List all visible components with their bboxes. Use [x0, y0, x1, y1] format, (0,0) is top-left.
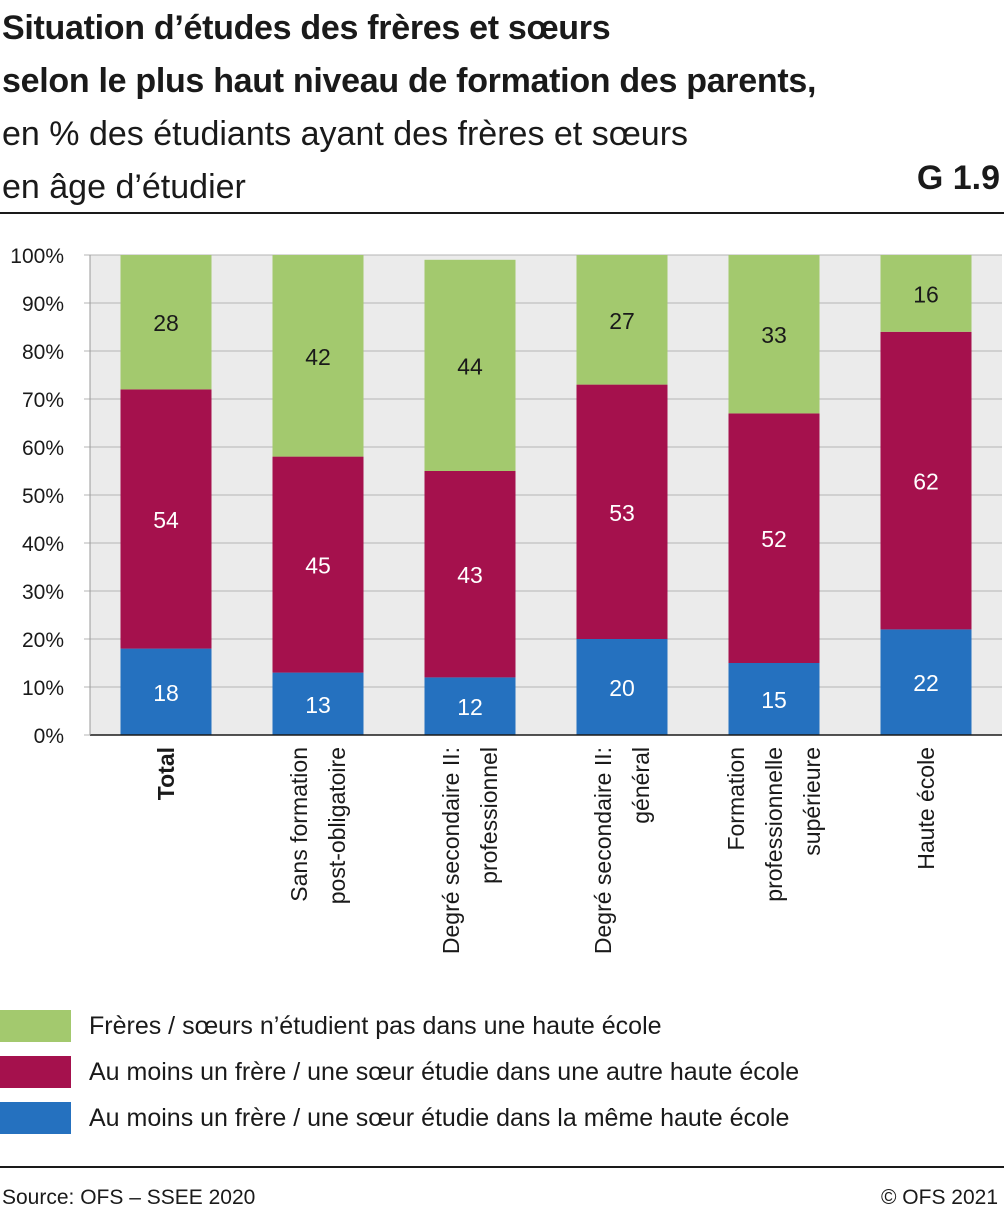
data-label: 28 — [153, 310, 179, 336]
x-category-label: Total — [153, 747, 179, 800]
y-tick-label: 0% — [34, 725, 64, 748]
bar-segment — [576, 639, 668, 735]
bar-segment — [424, 259, 516, 471]
bar-segment — [424, 471, 516, 678]
bar-segment — [272, 255, 364, 457]
y-tick-label: 80% — [22, 341, 64, 364]
bar-segment — [120, 255, 212, 390]
data-label: 15 — [761, 687, 787, 713]
data-label: 33 — [761, 322, 787, 348]
bar-segment — [728, 663, 820, 735]
data-label: 12 — [457, 694, 483, 720]
bar-segment — [424, 677, 516, 735]
y-tick-label: 20% — [22, 629, 64, 652]
legend-swatch-blue — [0, 1102, 71, 1134]
chart-header: Situation d’études des frères et sœurs s… — [2, 2, 1002, 214]
data-label: 20 — [609, 675, 635, 701]
legend-item-other-school: Au moins un frère / une sœur étudie dans… — [0, 1052, 1004, 1092]
bar-segment — [880, 629, 972, 735]
legend-label: Au moins un frère / une sœur étudie dans… — [89, 1058, 800, 1086]
x-category-label-line: Formation — [723, 747, 749, 851]
bar-segment — [576, 384, 668, 639]
data-label: 54 — [153, 507, 179, 533]
x-category-label-line: supérieure — [799, 747, 825, 856]
data-label: 53 — [609, 500, 635, 526]
data-label: 45 — [305, 553, 331, 579]
x-category-label-line: Haute école — [913, 747, 939, 870]
y-tick-label: 90% — [22, 293, 64, 316]
legend-label: Au moins un frère / une sœur étudie dans… — [89, 1104, 790, 1132]
bar-segment — [728, 255, 820, 414]
x-category-label: Formation professionnelle supérieure — [723, 747, 825, 902]
chart-title-line-2: selon le plus haut niveau de formation d… — [2, 62, 817, 100]
y-tick-label: 70% — [22, 389, 64, 412]
x-category-label-line: Sans formation — [286, 747, 312, 902]
x-category-label-line: post-obligatoire — [324, 747, 350, 904]
data-label: 43 — [457, 562, 483, 588]
data-label: 22 — [913, 670, 939, 696]
stacked-bar-chart: 0% 10% 20% 30% 40% 50% 60% 70% 80% 90% 100% 18 54 28 T… — [10, 245, 1002, 954]
y-tick-label: 50% — [22, 485, 64, 508]
bar-segment — [272, 672, 364, 735]
data-label: 16 — [913, 281, 939, 307]
x-category-label-line: professionnel — [476, 747, 502, 884]
y-tick-label: 40% — [22, 533, 64, 556]
header-divider — [0, 212, 1004, 214]
x-category-label-line: Degré secondaire II: — [590, 747, 616, 954]
legend-item-not-studying: Frères / sœurs n’étudient pas dans une h… — [0, 1006, 1004, 1046]
bar-segment — [272, 456, 364, 673]
source-note: Source: OFS – SSEE 2020 — [2, 1186, 256, 1209]
x-category-label: Haute école — [913, 747, 939, 870]
legend-swatch-magenta — [0, 1056, 71, 1088]
legend-label: Frères / sœurs n’étudient pas dans une h… — [89, 1012, 662, 1040]
x-category-label-line: Total — [153, 747, 179, 800]
x-category-label-line: professionnelle — [761, 747, 787, 902]
legend-item-same-school: Au moins un frère / une sœur étudie dans… — [0, 1098, 1004, 1138]
legend-swatch-green — [0, 1010, 71, 1042]
x-category-label: Degré secondaire II: professionnel — [438, 747, 502, 954]
data-label: 13 — [305, 692, 331, 718]
y-tick-label: 10% — [22, 677, 64, 700]
x-category-label: Degré secondaire II: général — [590, 747, 654, 954]
x-category-label-line: Degré secondaire II: — [438, 747, 464, 954]
data-label: 62 — [913, 469, 939, 495]
data-label: 27 — [609, 308, 635, 334]
chart-id: G 1.9 — [916, 159, 1000, 197]
data-label: 52 — [761, 526, 787, 552]
y-tick-label: 60% — [22, 437, 64, 460]
data-label: 42 — [305, 344, 331, 370]
chart-title-line-1: Situation d’études des frères et sœurs — [2, 9, 611, 47]
chart-subtitle-line-2: en âge d’étudier — [2, 168, 246, 206]
x-category-label-line: général — [628, 747, 654, 824]
bar-segment — [120, 389, 212, 649]
bar-segment — [576, 255, 668, 385]
data-label: 44 — [457, 353, 483, 379]
x-category-label: Sans formation post-obligatoire — [286, 747, 350, 904]
y-tick-label: 100% — [10, 245, 64, 268]
footer-divider — [0, 1166, 1004, 1168]
y-tick-label: 30% — [22, 581, 64, 604]
bar-segment — [880, 255, 972, 332]
bar-segment — [880, 331, 972, 630]
copyright-note: © OFS 2021 — [880, 1186, 998, 1209]
bar-segment — [728, 413, 820, 663]
bar-segment — [120, 648, 212, 735]
chart-subtitle-line-1: en % des étudiants ayant des frères et s… — [2, 115, 689, 153]
data-label: 18 — [153, 680, 179, 706]
